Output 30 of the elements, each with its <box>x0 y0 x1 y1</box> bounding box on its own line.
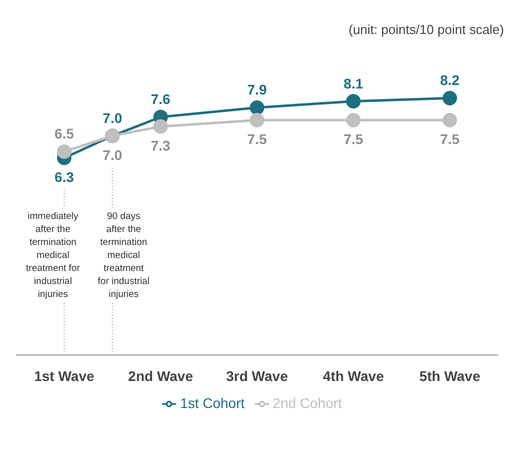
data-label: 7.5 <box>440 131 460 148</box>
point <box>346 112 361 128</box>
data-label: 6.3 <box>54 168 74 185</box>
point <box>250 100 264 115</box>
text: (unit: points/10 point scale) <box>348 22 504 37</box>
data-label: 7.3 <box>150 137 171 154</box>
point <box>442 90 458 106</box>
x-tick-label: 3rd Wave <box>226 368 288 384</box>
x-tick-label: 4th Wave <box>322 368 384 384</box>
x-tick-label: 1st Wave <box>34 368 94 384</box>
point <box>442 112 458 128</box>
point <box>56 144 72 159</box>
point <box>346 94 361 109</box>
data-label: 7.9 <box>247 82 267 98</box>
x-tick-label: 5th Wave <box>419 368 480 384</box>
data-label: 7.5 <box>247 131 267 148</box>
ref-line-label: 90 days after the termination medical treatment for industrial injuries <box>98 210 150 300</box>
data-label: 7.0 <box>102 146 122 163</box>
data-label: 7.5 <box>344 131 364 148</box>
point <box>153 119 168 134</box>
point <box>250 112 264 128</box>
legend-label: 1st Cohort <box>180 395 245 411</box>
data-label: 8.2 <box>440 72 460 88</box>
data-label: 6.5 <box>54 126 74 142</box>
data-label: 8.1 <box>344 75 364 92</box>
x-tick-label: 2nd Wave <box>128 368 194 384</box>
data-label: 7.0 <box>102 110 122 126</box>
legend-label: 2nd Cohort <box>272 395 342 411</box>
ref-line-label: immediately after the termination medical treatment for industrial injuries <box>26 210 80 300</box>
data-label: 7.6 <box>150 91 171 108</box>
